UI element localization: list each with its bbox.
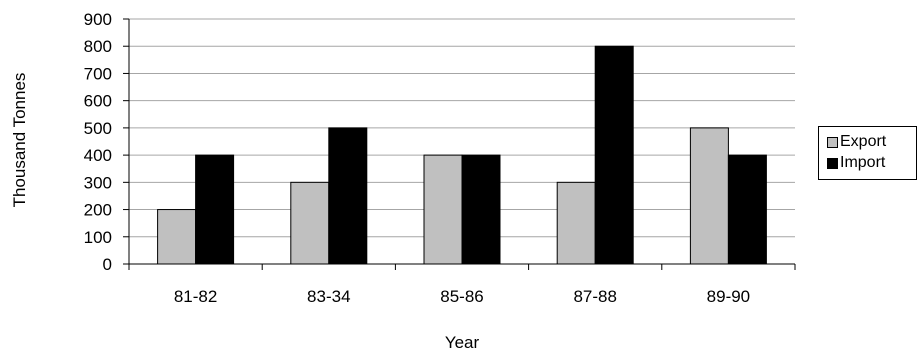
y-tick-label: 400 bbox=[84, 146, 112, 165]
y-tick-label: 700 bbox=[84, 64, 112, 83]
bar-import-83-34 bbox=[328, 127, 368, 265]
y-tick-labels: 0 100 200 300 400 500 600 700 800 900 bbox=[84, 10, 112, 274]
bar-import-81-82 bbox=[195, 154, 235, 265]
y-tick-label: 800 bbox=[84, 37, 112, 56]
x-tick-label: 89-90 bbox=[707, 287, 750, 306]
y-tick-label: 0 bbox=[103, 255, 112, 274]
legend-swatch-import bbox=[827, 157, 838, 169]
legend-item-import: Import bbox=[827, 154, 885, 172]
x-tick-label: 83-34 bbox=[307, 287, 350, 306]
legend-item-export: Export bbox=[827, 133, 886, 151]
y-axis-label: Thousand Tonnes bbox=[10, 73, 29, 208]
x-tick-labels: 81-82 83-34 85-86 87-88 89-90 bbox=[174, 287, 750, 306]
y-tick-label: 900 bbox=[84, 10, 112, 29]
x-tick-label: 85-86 bbox=[440, 287, 483, 306]
gridlines bbox=[129, 18, 795, 238]
legend-label-import: Import bbox=[840, 154, 886, 171]
legend-label-export: Export bbox=[840, 133, 887, 150]
bar-import-87-88 bbox=[594, 45, 634, 265]
legend: Export Import bbox=[818, 126, 917, 180]
y-tick-label: 500 bbox=[84, 119, 112, 138]
y-tick-label: 100 bbox=[84, 228, 112, 247]
x-tick-label: 81-82 bbox=[174, 287, 217, 306]
y-tick-label: 200 bbox=[84, 201, 112, 220]
bar-export-83-34 bbox=[290, 181, 330, 265]
y-tick-label: 600 bbox=[84, 92, 112, 111]
bar-export-85-86 bbox=[423, 154, 463, 265]
bar-import-85-86 bbox=[461, 154, 501, 265]
bar-export-89-90 bbox=[689, 127, 729, 265]
bars bbox=[157, 45, 767, 265]
x-axis-label: Year bbox=[445, 333, 480, 352]
x-tick-label: 87-88 bbox=[573, 287, 616, 306]
y-tick-label: 300 bbox=[84, 173, 112, 192]
bar-export-81-82 bbox=[157, 209, 197, 265]
axes bbox=[123, 18, 796, 270]
legend-swatch-export bbox=[827, 136, 838, 148]
bar-import-89-90 bbox=[727, 154, 767, 265]
bar-export-87-88 bbox=[556, 181, 596, 265]
